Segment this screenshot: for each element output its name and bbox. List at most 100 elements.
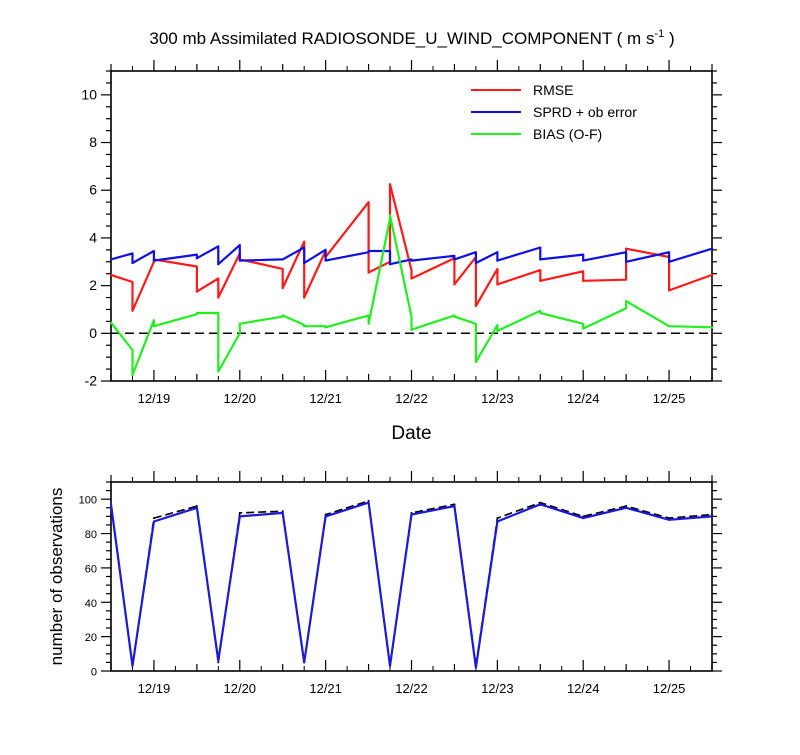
nobs-point-1 bbox=[389, 664, 392, 667]
y-tick-label: 4 bbox=[89, 229, 97, 245]
nobs-point-1 bbox=[281, 511, 284, 514]
data-point-2 bbox=[582, 327, 585, 330]
data-point-2 bbox=[109, 321, 113, 324]
nobs-point-0 bbox=[281, 510, 284, 513]
x-tick-label: 12/22 bbox=[395, 391, 428, 406]
nobs-point-1 bbox=[539, 503, 542, 506]
data-point-1 bbox=[195, 257, 198, 260]
x-tick-label: 12/22 bbox=[395, 681, 428, 696]
data-point-1 bbox=[238, 259, 241, 262]
data-point-2 bbox=[131, 373, 134, 377]
nobs-point-1 bbox=[131, 664, 134, 667]
data-point-2 bbox=[195, 311, 198, 315]
nobs-point-1 bbox=[711, 515, 713, 518]
nobs-point-1 bbox=[496, 520, 499, 523]
x-tick-label: 12/25 bbox=[653, 681, 686, 696]
data-point-1 bbox=[217, 263, 220, 266]
y-tick-label: 40 bbox=[85, 598, 97, 610]
y-axis-label: number of observations bbox=[47, 488, 66, 666]
data-point-1 bbox=[710, 247, 714, 250]
data-point-1 bbox=[367, 249, 370, 253]
nobs-point-0 bbox=[539, 501, 542, 504]
data-point-2 bbox=[238, 322, 241, 325]
data-point-1 bbox=[388, 263, 392, 266]
y-tick-label: 80 bbox=[85, 529, 97, 541]
nobs-point-0 bbox=[625, 505, 628, 508]
legend-label: RMSE bbox=[533, 82, 573, 98]
nobs-point-1 bbox=[217, 659, 220, 662]
data-point-2 bbox=[539, 311, 542, 315]
legend-label: SPRD + ob error bbox=[533, 104, 637, 120]
data-point-1 bbox=[474, 261, 477, 265]
data-point-0 bbox=[474, 304, 477, 307]
x-tick-label: 12/23 bbox=[481, 391, 514, 406]
data-point-0 bbox=[582, 279, 585, 282]
x-tick-label: 12/19 bbox=[138, 681, 171, 696]
nobs-point-0 bbox=[453, 503, 456, 506]
nobs-point-0 bbox=[152, 517, 155, 520]
top-panel: 12/19 12/20 12/21 12/22 12/23 12/24 12/25 -2 0 2 4… bbox=[81, 60, 722, 444]
nobs-point-0 bbox=[238, 511, 241, 514]
nobs-point-0 bbox=[217, 661, 220, 664]
data-point-1 bbox=[109, 258, 113, 261]
data-point-1 bbox=[667, 260, 671, 263]
y-tick-label: 10 bbox=[81, 86, 97, 102]
nobs-point-1 bbox=[474, 666, 477, 669]
data-point-0 bbox=[625, 247, 628, 250]
nobs-point-1 bbox=[238, 515, 241, 518]
y-tick-label: 20 bbox=[85, 632, 97, 644]
bottom-panel: 12/19 12/20 12/21 12/22 12/23 12/24 12/25 0 20 40… bbox=[47, 471, 722, 696]
data-point-1 bbox=[303, 261, 306, 265]
nobs-point-1 bbox=[324, 515, 327, 518]
nobs-point-0 bbox=[195, 505, 198, 508]
legend-label: BIAS (O-F) bbox=[533, 126, 602, 142]
data-point-0 bbox=[667, 289, 671, 292]
data-point-1 bbox=[131, 261, 134, 265]
data-point-0 bbox=[710, 273, 714, 276]
y-tick-label: 0 bbox=[89, 325, 97, 341]
x-tick-label: 12/20 bbox=[224, 681, 257, 696]
data-point-0 bbox=[303, 296, 306, 299]
y-tick-label: 100 bbox=[79, 495, 97, 507]
data-point-1 bbox=[281, 258, 284, 261]
legend: RMSE SPRD + ob error BIAS (O-F) bbox=[471, 82, 637, 142]
data-point-1 bbox=[152, 259, 156, 262]
data-point-0 bbox=[496, 283, 499, 286]
data-point-2 bbox=[281, 314, 284, 317]
nobs-point-1 bbox=[110, 503, 112, 506]
data-point-2 bbox=[303, 325, 306, 328]
nobs-point-0 bbox=[367, 499, 370, 502]
data-point-2 bbox=[474, 360, 477, 364]
nobs-point-1 bbox=[367, 501, 370, 504]
data-point-1 bbox=[453, 258, 456, 261]
data-point-2 bbox=[496, 329, 499, 333]
x-tick-label: 12/24 bbox=[567, 681, 600, 696]
data-point-0 bbox=[388, 183, 392, 186]
data-point-2 bbox=[410, 328, 413, 331]
y-tick-label: 6 bbox=[89, 182, 97, 198]
data-point-0 bbox=[131, 309, 134, 312]
nobs-point-1 bbox=[453, 505, 456, 508]
x-tick-label: 12/21 bbox=[309, 391, 342, 406]
data-point-2 bbox=[388, 214, 392, 217]
x-tick-label: 12/23 bbox=[481, 681, 514, 696]
data-point-1 bbox=[410, 259, 413, 262]
data-point-2 bbox=[152, 325, 156, 328]
nobs-point-1 bbox=[410, 513, 413, 516]
data-point-2 bbox=[710, 326, 714, 329]
data-point-0 bbox=[539, 279, 542, 282]
x-tick-label: 12/20 bbox=[224, 391, 257, 406]
data-point-1 bbox=[496, 259, 499, 262]
series-line-2 bbox=[110, 214, 713, 377]
x-tick-label: 12/19 bbox=[138, 391, 171, 406]
data-point-1 bbox=[582, 259, 585, 262]
data-point-0 bbox=[410, 277, 413, 280]
data-point-1 bbox=[539, 258, 542, 261]
x-tick-label: 12/21 bbox=[309, 681, 342, 696]
data-point-2 bbox=[217, 370, 220, 373]
nobs-point-1 bbox=[625, 506, 628, 509]
x-tick-label: 12/24 bbox=[567, 391, 600, 406]
nobs-line-1 bbox=[109, 501, 713, 669]
nobs-point-0 bbox=[496, 517, 499, 520]
